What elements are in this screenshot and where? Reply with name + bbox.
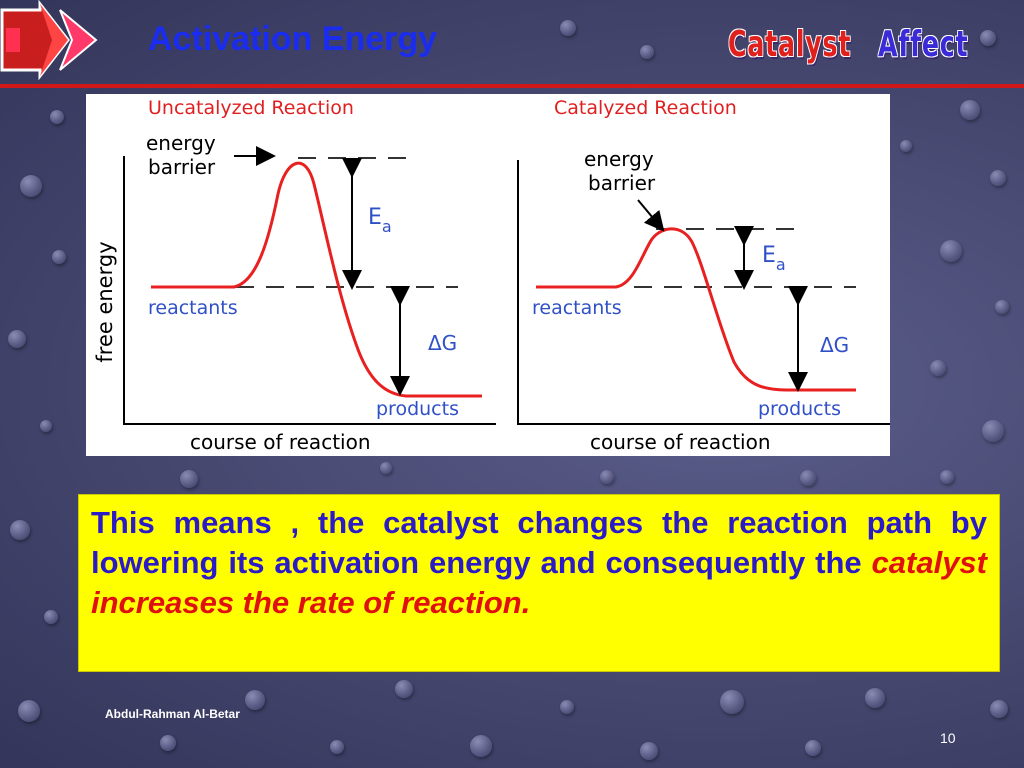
left-ea-letter: E <box>368 205 382 230</box>
wordart-heading: Catalyst Affect <box>728 24 994 65</box>
right-barrier-label-line1: energy <box>584 147 654 171</box>
right-ea-label: Ea <box>762 243 786 274</box>
left-energy-curve <box>151 161 482 398</box>
right-barrier-pointer <box>637 199 665 232</box>
arrow-logo-icon <box>0 0 98 80</box>
author-footer: Abdul-Rahman Al-Betar <box>105 707 240 721</box>
wordart-word-affect: Affect <box>877 24 969 65</box>
energy-diagram: free energy Uncatalyzed Reaction energy … <box>86 94 890 456</box>
left-axes <box>123 156 496 425</box>
slide-title: Activation Energy <box>148 20 438 58</box>
summary-emphasis-text: catalyst increases the rate of reaction. <box>91 545 987 620</box>
wordart-word-catalyst: Catalyst <box>728 24 852 65</box>
summary-textbox: This means , the catalyst changes the re… <box>78 494 1000 672</box>
right-reactants-label: reactants <box>532 297 622 319</box>
title-divider <box>0 84 1024 88</box>
left-barrier-label-line2: barrier <box>148 155 216 179</box>
summary-plain-text: This means , the catalyst changes the re… <box>91 505 987 580</box>
left-ea-subscript: a <box>382 217 392 236</box>
left-barrier-label-line1: energy <box>146 131 216 155</box>
catalyzed-panel: Catalyzed Reaction energy barrier Ea rea… <box>517 97 890 454</box>
right-energy-curve <box>536 227 856 392</box>
catalyzed-title: Catalyzed Reaction <box>554 97 737 119</box>
left-products-label: products <box>376 398 459 420</box>
y-axis-label: free energy <box>93 241 117 362</box>
left-delta-g-label: ΔG <box>428 331 457 355</box>
right-barrier-label-line2: barrier <box>588 171 656 195</box>
right-axes <box>517 160 890 425</box>
left-ea-label: Ea <box>368 205 392 236</box>
right-products-label: products <box>758 398 841 420</box>
uncatalyzed-panel: Uncatalyzed Reaction energy barrier Ea r… <box>123 97 496 454</box>
right-delta-g-label: ΔG <box>820 333 849 357</box>
left-reactants-label: reactants <box>148 297 238 319</box>
right-ea-letter: E <box>762 243 776 268</box>
right-ea-subscript: a <box>776 255 786 274</box>
right-x-axis-label: course of reaction <box>590 430 771 454</box>
uncatalyzed-title: Uncatalyzed Reaction <box>148 97 354 119</box>
energy-diagram-svg: free energy Uncatalyzed Reaction energy … <box>93 97 890 454</box>
left-x-axis-label: course of reaction <box>190 430 371 454</box>
page-number: 10 <box>940 730 956 746</box>
